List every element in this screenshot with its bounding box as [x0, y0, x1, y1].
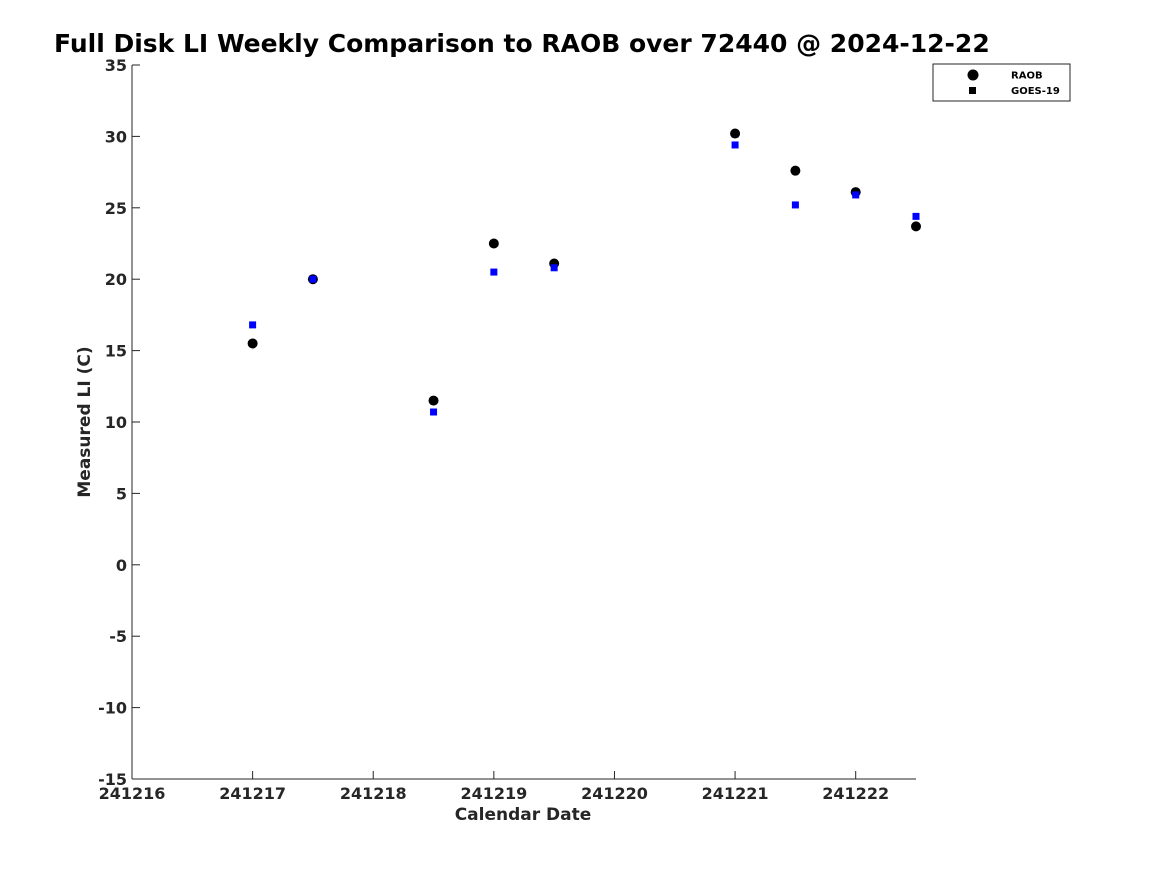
y-tick-label: 35 — [105, 56, 127, 75]
y-tick-label: 5 — [116, 484, 127, 503]
y-axis-label: Measured LI (C) — [75, 346, 95, 497]
x-tick-label: 241216 — [99, 784, 166, 803]
y-tick-label: 20 — [105, 270, 127, 289]
x-tick-label: 241221 — [702, 784, 769, 803]
data-point-goes-19 — [309, 275, 317, 283]
data-point-goes-19 — [731, 141, 739, 149]
x-tick-label: 241220 — [581, 784, 648, 803]
data-point-goes-19 — [912, 212, 920, 220]
legend-box — [932, 63, 1071, 102]
y-tick-label: 0 — [116, 556, 127, 575]
data-point-raob — [247, 338, 258, 349]
data-point-raob — [911, 221, 921, 232]
legend-marker-goes — [969, 87, 976, 94]
y-tick-label: 30 — [105, 127, 127, 146]
y-tick-label: -5 — [109, 627, 127, 646]
legend-label-goes: GOES-19 — [1011, 86, 1060, 97]
data-point-goes-19 — [249, 321, 257, 329]
data-point-goes-19 — [550, 264, 558, 272]
data-point-raob — [730, 128, 741, 139]
y-tick-label: 15 — [105, 342, 127, 361]
chart-title: Full Disk LI Weekly Comparison to RAOB o… — [54, 29, 990, 58]
y-tick-label: 25 — [105, 199, 127, 218]
data-point-goes-19 — [852, 191, 860, 199]
data-point-goes-19 — [490, 268, 498, 276]
x-tick-label: 241219 — [460, 784, 527, 803]
y-tick-label: -10 — [98, 699, 127, 718]
data-point-raob — [488, 238, 499, 249]
y-tick-label: 10 — [105, 413, 127, 432]
data-point-goes-19 — [430, 408, 438, 416]
data-point-raob — [428, 395, 439, 406]
y-tick-label: -15 — [98, 770, 127, 789]
x-axis-label: Calendar Date — [455, 805, 592, 825]
x-tick-label: 241218 — [340, 784, 407, 803]
data-point-goes-19 — [791, 201, 799, 209]
legend-marker-raob — [967, 69, 979, 81]
data-points — [247, 128, 921, 416]
legend-label-raob: RAOB — [1011, 71, 1043, 82]
x-tick-label: 241222 — [822, 784, 889, 803]
axes: -15 -10 -5 0 5 10 15 20 25 30 35 241216 241217 241218… — [98, 56, 916, 803]
x-tick-label: 241217 — [219, 784, 286, 803]
legend: RAOB GOES-19 — [932, 63, 1071, 102]
data-point-raob — [790, 165, 801, 176]
